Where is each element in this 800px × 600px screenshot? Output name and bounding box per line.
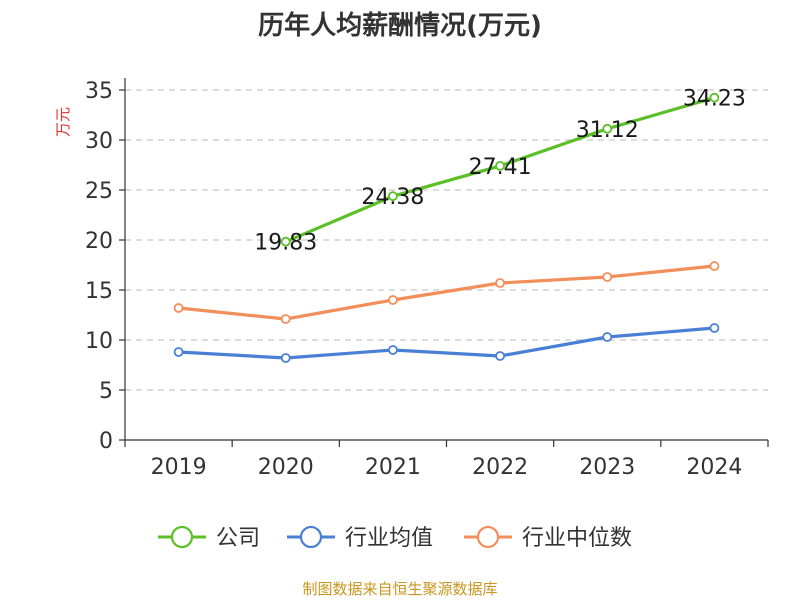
y-tick-label-30: 30 [85, 129, 113, 154]
legend-label-2: 行业中位数 [522, 526, 632, 551]
data-point-1-2020 [280, 353, 291, 363]
y-tick-label-15: 15 [85, 279, 113, 304]
data-point-2-2020 [280, 314, 291, 324]
data-point-2-2019 [173, 303, 184, 313]
data-point-1-2021 [388, 345, 398, 355]
legend-label-1: 行业均值 [345, 526, 433, 551]
data-point-2-2021 [388, 295, 398, 305]
data-point-1-2019 [173, 347, 184, 357]
data-labels: 19.83 24.38 27.41 31.12 34.23 [254, 87, 746, 256]
data-point-1-2022 [495, 351, 505, 361]
series-group [173, 92, 720, 363]
y-tick-label-25: 25 [85, 179, 113, 204]
y-tick-label-20: 20 [85, 229, 113, 254]
y-tick-label-0: 0 [99, 429, 113, 454]
legend-item-2[interactable]: 行业中位数 [464, 525, 632, 551]
data-label-2022: 27.41 [469, 155, 532, 180]
x-tick-label-2022: 2022 [472, 455, 528, 480]
data-point-2-2022 [495, 278, 505, 288]
y-tick-label-35: 35 [85, 79, 113, 104]
data-point-0-2022 [495, 160, 505, 171]
series-line-2 [178, 264, 715, 321]
data-point-0-2023 [602, 123, 613, 134]
data-point-1-2024 [709, 323, 720, 333]
data-point-2-2024 [709, 261, 720, 271]
legend-item-0[interactable]: 公司 [158, 525, 260, 551]
axes: 0 5 10 15 20 25 30 35 2019 2020 2021 2022 2023 2024 [85, 78, 769, 480]
chart-title: 历年人均薪酬情况(万元) [258, 10, 542, 41]
data-label-2024: 34.23 [683, 87, 746, 112]
x-tick-label-2024: 2024 [686, 455, 742, 480]
source-note: 制图数据来自恒生聚源数据库 [302, 580, 497, 598]
data-label-2020: 19.83 [254, 231, 317, 256]
x-tick-label-2021: 2021 [365, 455, 421, 480]
legend-label-0: 公司 [216, 526, 260, 551]
legend-marker-0 [170, 525, 194, 549]
legend[interactable]: 公司 行业均值 行业中位数 [158, 525, 632, 551]
y-tick-label-10: 10 [85, 329, 113, 354]
data-point-2-2023 [602, 272, 613, 282]
data-point-0-2020 [280, 236, 291, 247]
y-axis-label: 万元 [54, 107, 72, 137]
x-tick-label-2019: 2019 [151, 455, 207, 480]
data-point-1-2023 [602, 332, 613, 342]
legend-marker-1 [299, 525, 323, 549]
data-point-0-2021 [388, 191, 398, 202]
legend-item-1[interactable]: 行业均值 [287, 525, 433, 551]
x-tick-label-2020: 2020 [258, 455, 314, 480]
data-label-2021: 24.38 [361, 185, 424, 210]
series-line-1 [178, 326, 715, 360]
grid-lines [125, 89, 768, 391]
y-tick-label-5: 5 [99, 379, 113, 404]
x-tick-label-2023: 2023 [579, 455, 635, 480]
data-point-0-2024 [709, 92, 720, 103]
legend-marker-2 [476, 525, 500, 549]
data-label-2023: 31.12 [576, 118, 639, 143]
